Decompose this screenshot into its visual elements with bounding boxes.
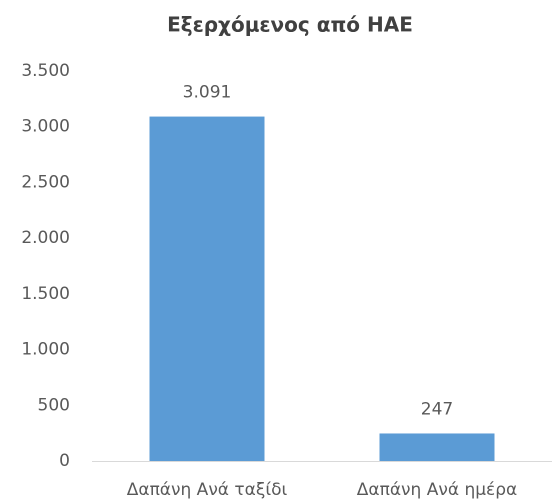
bar: [379, 433, 495, 461]
y-tick-label: 1.500: [21, 284, 70, 304]
chart-title: Εξερχόμενος από ΗΑΕ: [167, 13, 413, 37]
x-tick-label: Δαπάνη Ανά ημέρα: [357, 480, 517, 500]
data-label: 247: [421, 399, 453, 419]
x-tick-label: Δαπάνη Ανά ταξίδι: [127, 480, 288, 500]
y-tick-label: 2.500: [21, 172, 70, 192]
data-label: 3.091: [183, 83, 232, 103]
y-tick-label: 1.000: [21, 340, 70, 360]
y-tick-label: 3.000: [21, 117, 70, 137]
y-tick-label: 0: [59, 451, 70, 471]
y-tick-label: 500: [38, 395, 70, 415]
y-tick-label: 3.500: [21, 61, 70, 81]
y-tick-label: 2.000: [21, 228, 70, 248]
bar: [149, 116, 265, 462]
